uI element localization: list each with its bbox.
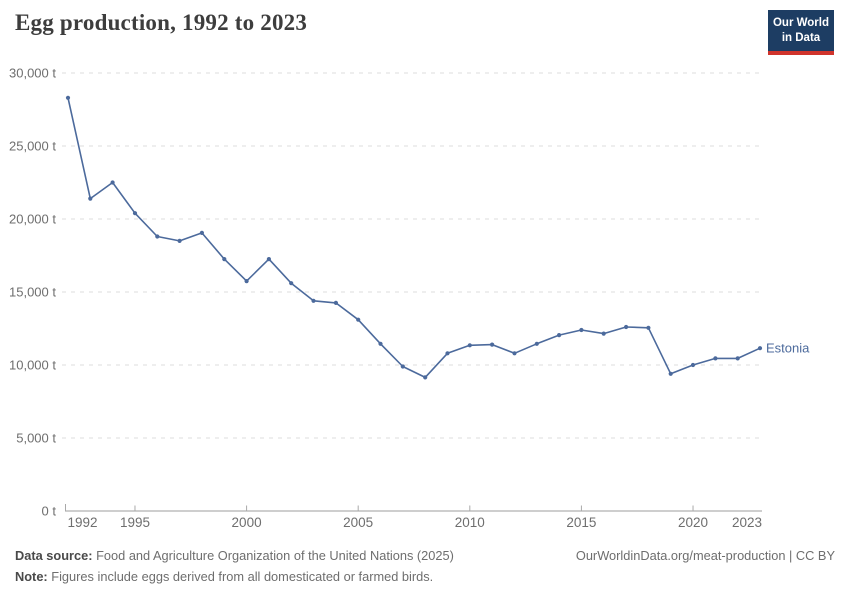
data-point[interactable] (266, 257, 271, 262)
data-point[interactable] (333, 300, 338, 305)
note-text: Figures include eggs derived from all do… (51, 568, 434, 584)
x-tick-label: 1995 (120, 515, 150, 530)
x-tick-label: 1992 (67, 515, 97, 530)
y-tick-label: 5,000 t (16, 431, 56, 446)
data-point[interactable] (400, 364, 405, 369)
data-point[interactable] (110, 180, 115, 185)
data-point[interactable] (735, 356, 740, 361)
owid-logo-line2: in Data (781, 31, 821, 44)
y-tick-label: 15,000 t (9, 285, 56, 300)
page-title: Egg production, 1992 to 2023 (15, 10, 308, 35)
data-source-line: Data source: Food and Agriculture Organi… (15, 546, 454, 567)
data-point[interactable] (646, 325, 651, 330)
data-point[interactable] (378, 341, 383, 346)
x-tick-label: 2015 (566, 515, 596, 530)
footer-citation-link[interactable]: OurWorldinData.org/meat-production | CC … (575, 548, 835, 563)
data-point[interactable] (356, 317, 361, 322)
data-point[interactable] (757, 346, 763, 351)
data-point[interactable] (601, 331, 606, 336)
y-tick-label: 30,000 t (9, 66, 56, 81)
data-point[interactable] (199, 230, 204, 235)
data-point[interactable] (713, 356, 718, 361)
data-source-text: Food and Agriculture Organization of the… (96, 548, 454, 563)
owid-logo[interactable]: Our World in Data (768, 10, 834, 55)
data-point[interactable] (423, 375, 428, 380)
note-line: Note: Figures include eggs derived from … (15, 567, 454, 588)
data-point[interactable] (289, 281, 294, 286)
data-point[interactable] (534, 341, 539, 346)
x-tick-label: 2010 (455, 515, 485, 530)
data-point[interactable] (132, 211, 138, 216)
data-source-label: Data source: (15, 548, 93, 563)
x-tick-label: 2023 (732, 515, 762, 530)
data-point[interactable] (557, 333, 562, 338)
estonia-line[interactable] (67, 97, 761, 379)
y-tick-label: 20,000 t (9, 212, 56, 227)
data-point[interactable] (155, 234, 160, 239)
x-tick-label: 2005 (343, 515, 373, 530)
data-point[interactable] (88, 196, 93, 201)
data-point[interactable] (512, 351, 517, 356)
y-tick-label: 10,000 t (9, 358, 56, 373)
data-point[interactable] (467, 343, 472, 348)
data-point[interactable] (244, 279, 249, 284)
x-tick-label: 2020 (678, 515, 708, 530)
entity-label[interactable]: Estonia (766, 341, 810, 356)
x-tick-label: 2000 (232, 515, 262, 530)
chart-footer: Data source: Food and Agriculture Organi… (15, 546, 454, 587)
note-label: Note: (15, 568, 48, 584)
owid-logo-text: Our World in Data (768, 10, 834, 51)
data-point[interactable] (65, 95, 71, 100)
owid-logo-red-bar (768, 50, 834, 55)
data-point[interactable] (490, 342, 495, 347)
data-point[interactable] (222, 257, 227, 262)
y-tick-label: 0 t (42, 504, 57, 519)
data-point[interactable] (668, 371, 673, 376)
data-point[interactable] (690, 362, 696, 368)
data-point[interactable] (177, 238, 182, 243)
y-tick-label: 25,000 t (9, 139, 56, 154)
data-point[interactable] (579, 327, 584, 333)
owid-logo-line1: Our World (772, 17, 829, 29)
data-point[interactable] (624, 324, 629, 330)
data-point[interactable] (445, 351, 450, 356)
data-point[interactable] (311, 298, 316, 303)
